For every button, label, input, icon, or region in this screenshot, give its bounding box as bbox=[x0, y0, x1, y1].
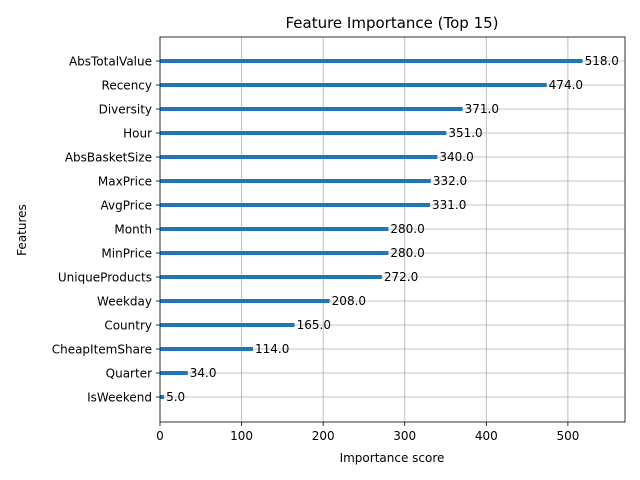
bar bbox=[160, 155, 438, 159]
bar bbox=[160, 83, 547, 87]
bar bbox=[160, 323, 295, 327]
data-label: 280.0 bbox=[390, 222, 424, 236]
data-label: 114.0 bbox=[255, 342, 289, 356]
bar bbox=[160, 179, 431, 183]
plot-frame bbox=[159, 36, 626, 423]
y-tick-label: IsWeekend bbox=[87, 391, 152, 405]
bars bbox=[160, 59, 583, 399]
bar bbox=[160, 203, 431, 207]
data-label: 280.0 bbox=[390, 246, 424, 260]
bar bbox=[160, 59, 583, 63]
bar bbox=[160, 275, 382, 279]
y-tick-label: Quarter bbox=[106, 367, 152, 381]
y-tick-label: Country bbox=[104, 319, 152, 333]
bar bbox=[160, 299, 330, 303]
data-label: 340.0 bbox=[439, 150, 473, 164]
data-label: 34.0 bbox=[190, 366, 217, 380]
bar bbox=[160, 371, 188, 375]
data-label: 518.0 bbox=[585, 54, 619, 68]
y-tick-label: MinPrice bbox=[101, 247, 152, 261]
x-tick-label: 500 bbox=[556, 429, 579, 443]
bar bbox=[160, 395, 165, 399]
chart-title: Feature Importance (Top 15) bbox=[285, 14, 498, 32]
data-label: 371.0 bbox=[465, 102, 499, 116]
y-tick-label: Recency bbox=[102, 79, 152, 93]
bar bbox=[160, 251, 389, 255]
y-tick-label: Month bbox=[114, 223, 152, 237]
data-label: 351.0 bbox=[448, 126, 482, 140]
y-tick-label: Hour bbox=[123, 127, 152, 141]
bar bbox=[160, 347, 253, 351]
y-tick-label: AbsBasketSize bbox=[65, 151, 152, 165]
y-tick-label: Weekday bbox=[97, 295, 152, 309]
y-tick-label: Diversity bbox=[99, 103, 152, 117]
data-label: 332.0 bbox=[433, 174, 467, 188]
x-tick-label: 0 bbox=[156, 429, 164, 443]
y-tick-label: UniqueProducts bbox=[58, 271, 152, 285]
x-tick-label: 200 bbox=[312, 429, 335, 443]
y-tick-label: MaxPrice bbox=[98, 175, 152, 189]
x-axis-label: Importance score bbox=[340, 451, 445, 465]
x-tick-label: 300 bbox=[393, 429, 416, 443]
data-label: 331.0 bbox=[432, 198, 466, 212]
bar bbox=[160, 107, 463, 111]
bar bbox=[160, 227, 389, 231]
y-tick-label: CheapItemShare bbox=[52, 343, 152, 357]
y-axis-ticks: AbsTotalValue Recency Diversity Hour AbsBask… bbox=[52, 55, 160, 405]
y-tick-label: AbsTotalValue bbox=[69, 55, 152, 69]
data-label: 474.0 bbox=[549, 78, 583, 92]
data-label: 208.0 bbox=[332, 294, 366, 308]
data-label: 272.0 bbox=[384, 270, 418, 284]
y-axis-label: Features bbox=[15, 204, 29, 256]
y-tick-label: AvgPrice bbox=[101, 199, 153, 213]
x-tick-label: 100 bbox=[230, 429, 253, 443]
x-axis-ticks: 0 100 200 300 400 500 bbox=[156, 422, 579, 443]
x-tick-label: 400 bbox=[475, 429, 498, 443]
data-label: 5.0 bbox=[166, 390, 185, 404]
bar bbox=[160, 131, 447, 135]
data-label: 165.0 bbox=[297, 318, 331, 332]
